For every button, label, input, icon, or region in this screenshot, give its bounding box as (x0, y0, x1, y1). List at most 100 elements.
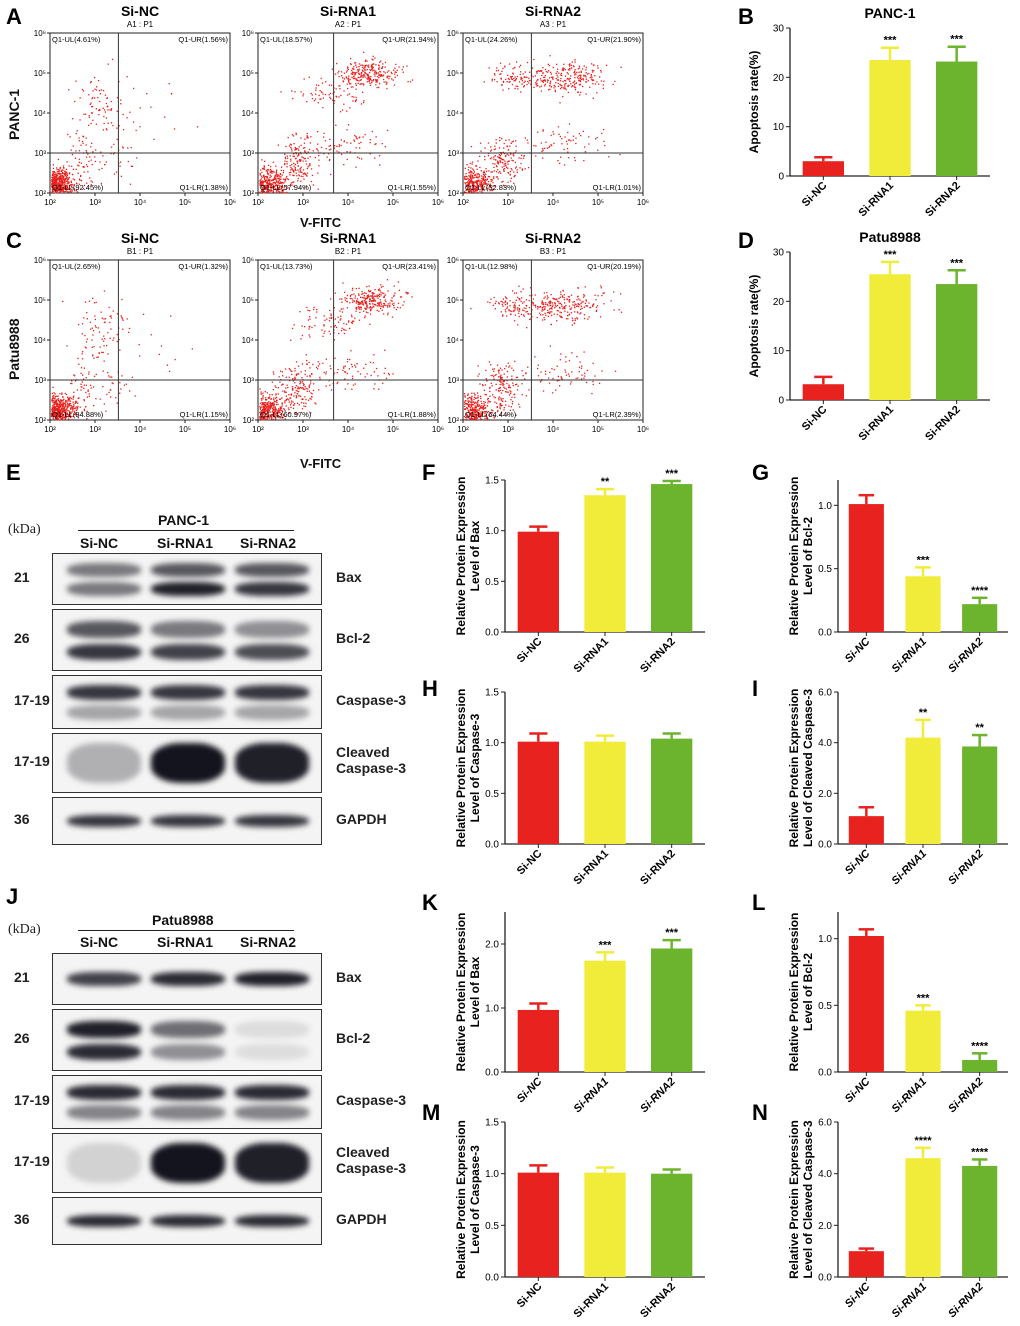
flow-quadrant-lr: Q1-LR(1.55%) (388, 183, 437, 192)
flow-event-dot (350, 350, 352, 352)
flow-event-dot (465, 184, 467, 186)
flow-event-dot (314, 402, 316, 404)
flow-event-dot (91, 106, 93, 108)
flow-event-dot (297, 402, 299, 404)
flow-event-dot (292, 135, 295, 137)
flow-event-dot (268, 407, 270, 409)
flow-event-dot (499, 157, 501, 159)
flow-event-dot (279, 185, 281, 187)
flow-event-dot (102, 107, 104, 109)
flow-event-dot (467, 186, 469, 188)
flow-event-dot (284, 391, 286, 393)
chart-title: PANC-1 (864, 5, 915, 21)
flow-event-dot (469, 185, 471, 188)
flow-event-dot (578, 65, 581, 67)
flow-event-dot (564, 85, 566, 87)
flow-event-dot (471, 172, 473, 174)
flow-event-dot (58, 407, 60, 409)
flow-event-dot (475, 185, 477, 187)
flow-event-dot (62, 405, 64, 407)
flow-event-dot (57, 169, 60, 171)
flow-event-dot (68, 177, 70, 179)
flow-event-dot (269, 168, 272, 171)
flow-event-dot (288, 409, 290, 411)
flow-event-dot (85, 391, 87, 394)
flow-event-dot (82, 374, 84, 376)
flow-event-dot (535, 155, 537, 157)
flow-event-dot (379, 75, 382, 77)
flow-event-dot (57, 406, 60, 408)
flow-event-dot (268, 407, 271, 409)
flow-event-dot (504, 66, 506, 68)
flow-event-dot (59, 393, 61, 395)
flow-event-dot (51, 191, 53, 194)
flow-event-dot (70, 191, 72, 193)
flow-event-dot (409, 81, 412, 83)
flow-event-dot (380, 284, 382, 286)
flow-event-dot (110, 146, 113, 148)
flow-event-dot (112, 124, 114, 127)
flow-event-dot (355, 83, 357, 85)
flow-event-dot (288, 172, 291, 174)
flow-event-dot (537, 131, 539, 133)
flow-event-dot (313, 100, 316, 102)
flow-event-dot (317, 84, 320, 87)
flow-event-dot (85, 377, 87, 379)
flow-event-dot (477, 160, 479, 162)
flow-event-dot (569, 77, 571, 80)
flow-event-dot (299, 168, 301, 170)
flow-event-dot (113, 143, 115, 145)
flow-event-dot (359, 83, 361, 85)
flow-event-dot (118, 125, 120, 127)
flow-event-dot (383, 81, 385, 83)
flow-event-dot (290, 146, 292, 149)
flow-event-dot (372, 66, 374, 69)
flow-event-dot (272, 410, 274, 413)
flow-event-dot (266, 182, 268, 184)
flow-event-dot (63, 176, 65, 179)
flow-event-dot (336, 371, 338, 374)
flow-event-dot (378, 68, 380, 70)
flow-event-dot (59, 412, 61, 415)
flow-event-dot (278, 190, 280, 193)
flow-event-dot (65, 393, 68, 396)
flow-event-dot (568, 157, 570, 159)
flow-event-dot (284, 156, 287, 158)
flow-event-dot (62, 300, 64, 303)
flow-event-dot (347, 66, 349, 68)
flow-event-dot (52, 395, 54, 397)
flow-event-dot (278, 410, 280, 412)
flow-event-dot (526, 83, 528, 86)
flow-y-tick-label: 10² (34, 416, 46, 425)
flow-event-dot (81, 386, 83, 388)
flow-event-dot (69, 172, 71, 174)
flow-event-dot (503, 170, 505, 172)
flow-event-dot (317, 361, 319, 363)
flow-event-dot (317, 188, 319, 190)
flow-event-dot (281, 174, 283, 176)
flow-y-tick-label: 10² (34, 189, 46, 198)
flow-event-dot (394, 73, 396, 75)
flow-event-dot (65, 405, 67, 407)
flow-event-dot (568, 139, 571, 141)
flow-event-dot (356, 156, 359, 158)
flow-event-dot (502, 80, 505, 83)
flow-event-dot (352, 86, 354, 88)
flow-event-dot (300, 171, 302, 173)
flow-event-dot (306, 135, 308, 137)
flow-event-dot (65, 415, 67, 418)
flow-event-dot (497, 163, 500, 165)
flow-event-dot (303, 383, 305, 386)
flow-event-dot (343, 141, 345, 143)
flow-event-dot (289, 369, 291, 371)
flow-event-dot (496, 162, 499, 164)
flow-event-dot (474, 190, 476, 192)
flow-event-dot (290, 182, 293, 184)
flow-event-dot (325, 81, 327, 83)
flow-event-dot (300, 152, 302, 155)
flow-event-dot (370, 290, 372, 292)
flow-event-dot (61, 410, 64, 412)
flow-event-dot (547, 71, 549, 73)
flow-event-dot (266, 191, 268, 193)
